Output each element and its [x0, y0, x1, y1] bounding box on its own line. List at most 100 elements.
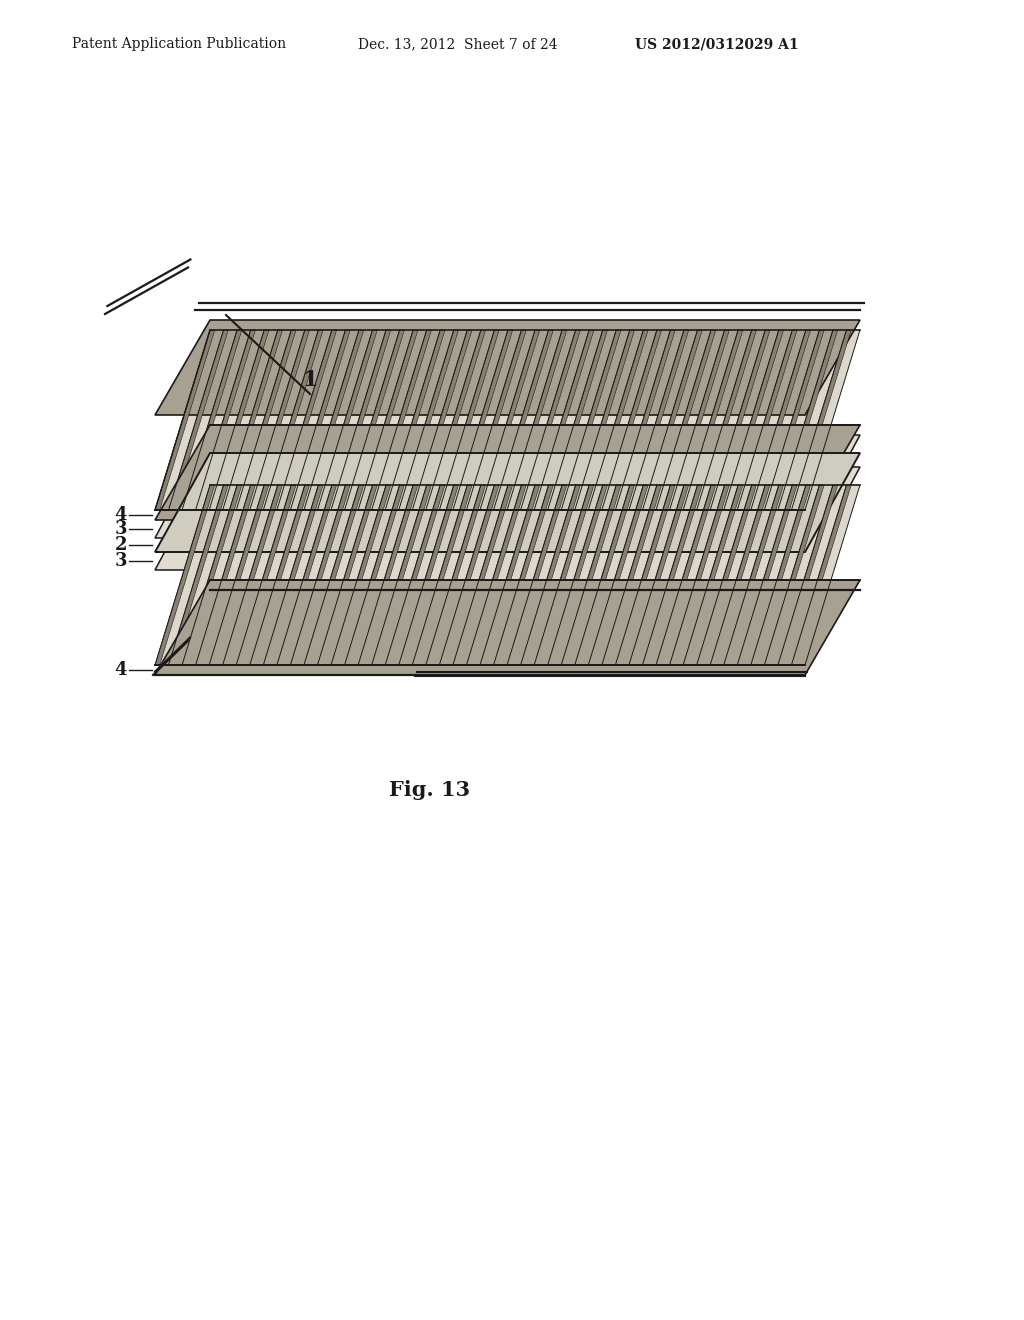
Polygon shape: [304, 330, 364, 510]
Text: Dec. 13, 2012  Sheet 7 of 24: Dec. 13, 2012 Sheet 7 of 24: [358, 37, 558, 51]
Polygon shape: [742, 330, 806, 510]
Text: Patent Application Publication: Patent Application Publication: [72, 37, 286, 51]
Polygon shape: [756, 484, 819, 665]
Polygon shape: [291, 330, 350, 510]
Polygon shape: [580, 330, 643, 510]
Polygon shape: [426, 484, 485, 665]
Polygon shape: [362, 330, 427, 510]
Text: 2: 2: [115, 536, 127, 554]
Polygon shape: [255, 330, 318, 510]
Text: 3: 3: [115, 520, 127, 539]
Polygon shape: [751, 484, 811, 665]
Polygon shape: [701, 484, 765, 665]
Polygon shape: [593, 484, 656, 665]
Polygon shape: [647, 330, 711, 510]
Polygon shape: [403, 330, 467, 510]
Polygon shape: [282, 330, 345, 510]
Polygon shape: [182, 330, 242, 510]
Polygon shape: [413, 484, 472, 665]
Polygon shape: [728, 330, 793, 510]
Polygon shape: [642, 330, 702, 510]
Polygon shape: [214, 330, 278, 510]
Polygon shape: [539, 330, 603, 510]
Polygon shape: [660, 484, 725, 665]
Polygon shape: [241, 330, 305, 510]
Text: Fig. 13: Fig. 13: [389, 780, 471, 800]
Polygon shape: [769, 484, 833, 665]
Polygon shape: [499, 330, 562, 510]
Polygon shape: [507, 484, 567, 665]
Polygon shape: [696, 484, 757, 665]
Polygon shape: [317, 330, 377, 510]
Polygon shape: [535, 330, 594, 510]
Polygon shape: [196, 330, 255, 510]
Polygon shape: [169, 484, 228, 665]
Polygon shape: [390, 484, 454, 665]
Polygon shape: [629, 484, 689, 665]
Polygon shape: [398, 330, 459, 510]
Polygon shape: [331, 484, 391, 665]
Polygon shape: [209, 484, 269, 665]
Polygon shape: [385, 330, 445, 510]
Polygon shape: [656, 484, 716, 665]
Polygon shape: [660, 330, 725, 510]
Polygon shape: [160, 484, 223, 665]
Polygon shape: [484, 484, 549, 665]
Polygon shape: [304, 484, 364, 665]
Polygon shape: [683, 484, 742, 665]
Polygon shape: [724, 484, 783, 665]
Polygon shape: [548, 484, 607, 665]
Polygon shape: [155, 484, 860, 665]
Polygon shape: [467, 484, 526, 665]
Polygon shape: [227, 330, 291, 510]
Polygon shape: [186, 484, 251, 665]
Polygon shape: [444, 330, 508, 510]
Polygon shape: [458, 330, 521, 510]
Text: US 2012/0312029 A1: US 2012/0312029 A1: [635, 37, 799, 51]
Polygon shape: [484, 330, 549, 510]
Polygon shape: [467, 330, 526, 510]
Polygon shape: [634, 330, 697, 510]
Polygon shape: [155, 319, 860, 414]
Polygon shape: [512, 484, 575, 665]
Polygon shape: [268, 330, 332, 510]
Polygon shape: [675, 484, 738, 665]
Polygon shape: [642, 484, 702, 665]
Polygon shape: [589, 484, 648, 665]
Polygon shape: [276, 484, 337, 665]
Polygon shape: [737, 330, 797, 510]
Polygon shape: [385, 484, 445, 665]
Polygon shape: [276, 330, 337, 510]
Polygon shape: [349, 484, 413, 665]
Polygon shape: [317, 484, 377, 665]
Polygon shape: [453, 330, 513, 510]
Polygon shape: [362, 484, 427, 665]
Polygon shape: [209, 330, 269, 510]
Polygon shape: [222, 330, 283, 510]
Polygon shape: [552, 484, 616, 665]
Polygon shape: [336, 330, 399, 510]
Polygon shape: [173, 484, 238, 665]
Polygon shape: [742, 484, 806, 665]
Polygon shape: [390, 330, 454, 510]
Polygon shape: [688, 330, 752, 510]
Polygon shape: [155, 579, 860, 675]
Polygon shape: [507, 330, 567, 510]
Polygon shape: [756, 330, 819, 510]
Polygon shape: [606, 330, 671, 510]
Polygon shape: [737, 484, 797, 665]
Polygon shape: [525, 484, 589, 665]
Polygon shape: [512, 330, 575, 510]
Polygon shape: [358, 484, 418, 665]
Polygon shape: [263, 330, 324, 510]
Polygon shape: [308, 330, 373, 510]
Polygon shape: [237, 330, 296, 510]
Polygon shape: [417, 330, 481, 510]
Polygon shape: [499, 484, 562, 665]
Polygon shape: [453, 484, 513, 665]
Polygon shape: [580, 484, 643, 665]
Polygon shape: [155, 467, 860, 570]
Polygon shape: [282, 484, 345, 665]
Polygon shape: [683, 330, 742, 510]
Polygon shape: [751, 330, 811, 510]
